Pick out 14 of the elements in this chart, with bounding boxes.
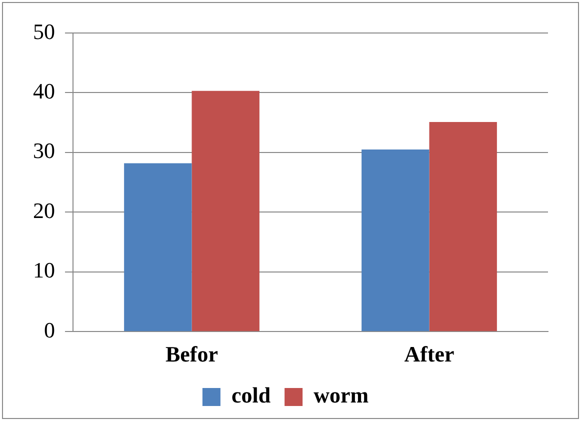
bar <box>124 163 192 332</box>
y-tick-label: 20 <box>33 198 55 223</box>
y-tick-label: 50 <box>33 18 55 44</box>
x-tick-label: Befor <box>165 341 218 366</box>
legend-label: worm <box>314 382 369 408</box>
x-tick-label: After <box>404 341 455 366</box>
bar <box>192 90 260 332</box>
bar <box>429 122 497 332</box>
y-tick-label: 0 <box>44 317 55 342</box>
bar <box>362 149 430 332</box>
y-tick-label: 40 <box>33 78 55 104</box>
legend-label: cold <box>231 382 271 408</box>
y-tick-label: 10 <box>33 258 55 283</box>
y-tick-label: 30 <box>33 138 55 164</box>
